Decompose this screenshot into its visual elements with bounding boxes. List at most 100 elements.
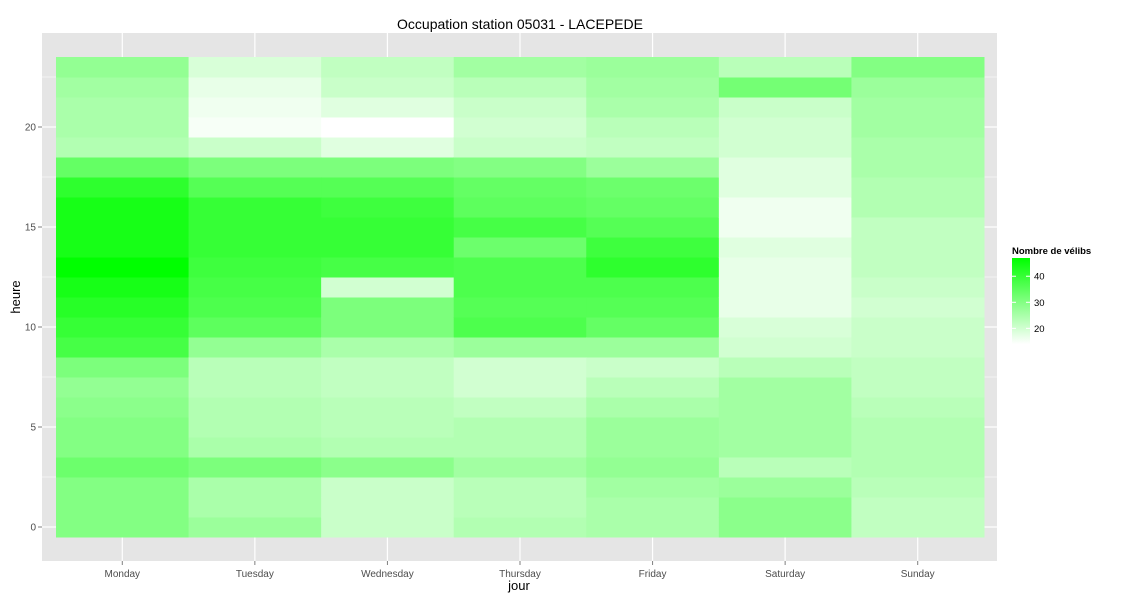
legend-tick-label: 30 [1034,298,1045,309]
heatmap-cell [56,157,190,178]
x-tick-label: Thursday [499,569,541,580]
heatmap-cell [453,417,587,438]
heatmap-cell [718,297,852,318]
heatmap-cell [718,397,852,418]
x-tick-label: Saturday [765,569,805,580]
heatmap-cell [321,517,455,538]
heatmap-cell [188,517,322,538]
heatmap-cell [453,197,587,218]
heatmap-cell [321,397,455,418]
heatmap-cell [851,457,985,478]
heatmap-cell [718,237,852,258]
heatmap-cell [453,97,587,118]
heatmap-cell [453,337,587,358]
heatmap-cell [718,217,852,238]
heatmap-cell [586,217,720,238]
heatmap-cell [321,457,455,478]
heatmap-cell [851,357,985,378]
x-tick-label: Sunday [901,569,935,580]
heatmap-cell [321,117,455,138]
heatmap-cell [321,357,455,378]
heatmap-cell [188,477,322,498]
y-tick-label: 10 [25,323,37,334]
heatmap-cell [851,77,985,98]
heatmap-cell [188,357,322,378]
x-tick-label: Wednesday [361,569,414,580]
heatmap-cell [56,457,190,478]
heatmap-cell [453,57,587,78]
heatmap-cell [586,517,720,538]
heatmap-cells [56,57,985,538]
heatmap-cell [586,117,720,138]
heatmap-cell [718,417,852,438]
heatmap-cell [851,337,985,358]
heatmap-cell [718,337,852,358]
heatmap-cell [188,277,322,298]
heatmap-cell [586,197,720,218]
heatmap-cell [586,477,720,498]
heatmap-cell [718,517,852,538]
heatmap-cell [321,197,455,218]
heatmap-cell [718,57,852,78]
legend-tick-label: 20 [1034,324,1045,335]
heatmap-cell [56,177,190,198]
heatmap-cell [586,457,720,478]
heatmap-cell [851,237,985,258]
heatmap-cell [453,157,587,178]
heatmap-cell [321,477,455,498]
heatmap-cell [586,277,720,298]
heatmap-cell [453,237,587,258]
heatmap-cell [321,177,455,198]
heatmap-cell [453,377,587,398]
legend-title: Nombre de vélibs [1012,246,1091,257]
heatmap-cell [321,337,455,358]
heatmap-cell [321,297,455,318]
heatmap-cell [453,397,587,418]
heatmap-cell [188,457,322,478]
heatmap-cell [453,257,587,278]
heatmap-cell [851,277,985,298]
heatmap-cell [56,357,190,378]
heatmap-cell [586,337,720,358]
heatmap-cell [188,57,322,78]
y-axis-title: heure [8,280,23,313]
heatmap-cell [586,257,720,278]
heatmap-cell [718,117,852,138]
heatmap-cell [586,317,720,338]
heatmap-cell [851,197,985,218]
heatmap-cell [851,317,985,338]
y-tick-label: 20 [25,123,37,134]
heatmap-cell [851,417,985,438]
heatmap-cell [851,517,985,538]
heatmap-cell [188,337,322,358]
legend-tick-label: 40 [1034,272,1045,283]
heatmap-cell [586,357,720,378]
heatmap-cell [321,417,455,438]
y-tick-label: 5 [30,423,36,434]
heatmap-cell [321,317,455,338]
heatmap-cell [453,117,587,138]
heatmap-cell [453,317,587,338]
heatmap-cell [453,277,587,298]
heatmap-cell [718,257,852,278]
heatmap-cell [718,377,852,398]
heatmap-cell [188,157,322,178]
heatmap-cell [453,497,587,518]
heatmap-cell [851,157,985,178]
heatmap-cell [321,97,455,118]
heatmap-cell [56,337,190,358]
heatmap-cell [56,397,190,418]
heatmap-cell [453,357,587,378]
heatmap-cell [586,417,720,438]
heatmap-cell [851,377,985,398]
heatmap-cell [321,497,455,518]
heatmap-cell [453,477,587,498]
heatmap-cell [851,257,985,278]
heatmap-cell [188,77,322,98]
heatmap-cell [851,397,985,418]
heatmap-cell [56,417,190,438]
heatmap-cell [56,437,190,458]
heatmap-cell [321,277,455,298]
heatmap-cell [321,57,455,78]
heatmap-cell [188,377,322,398]
